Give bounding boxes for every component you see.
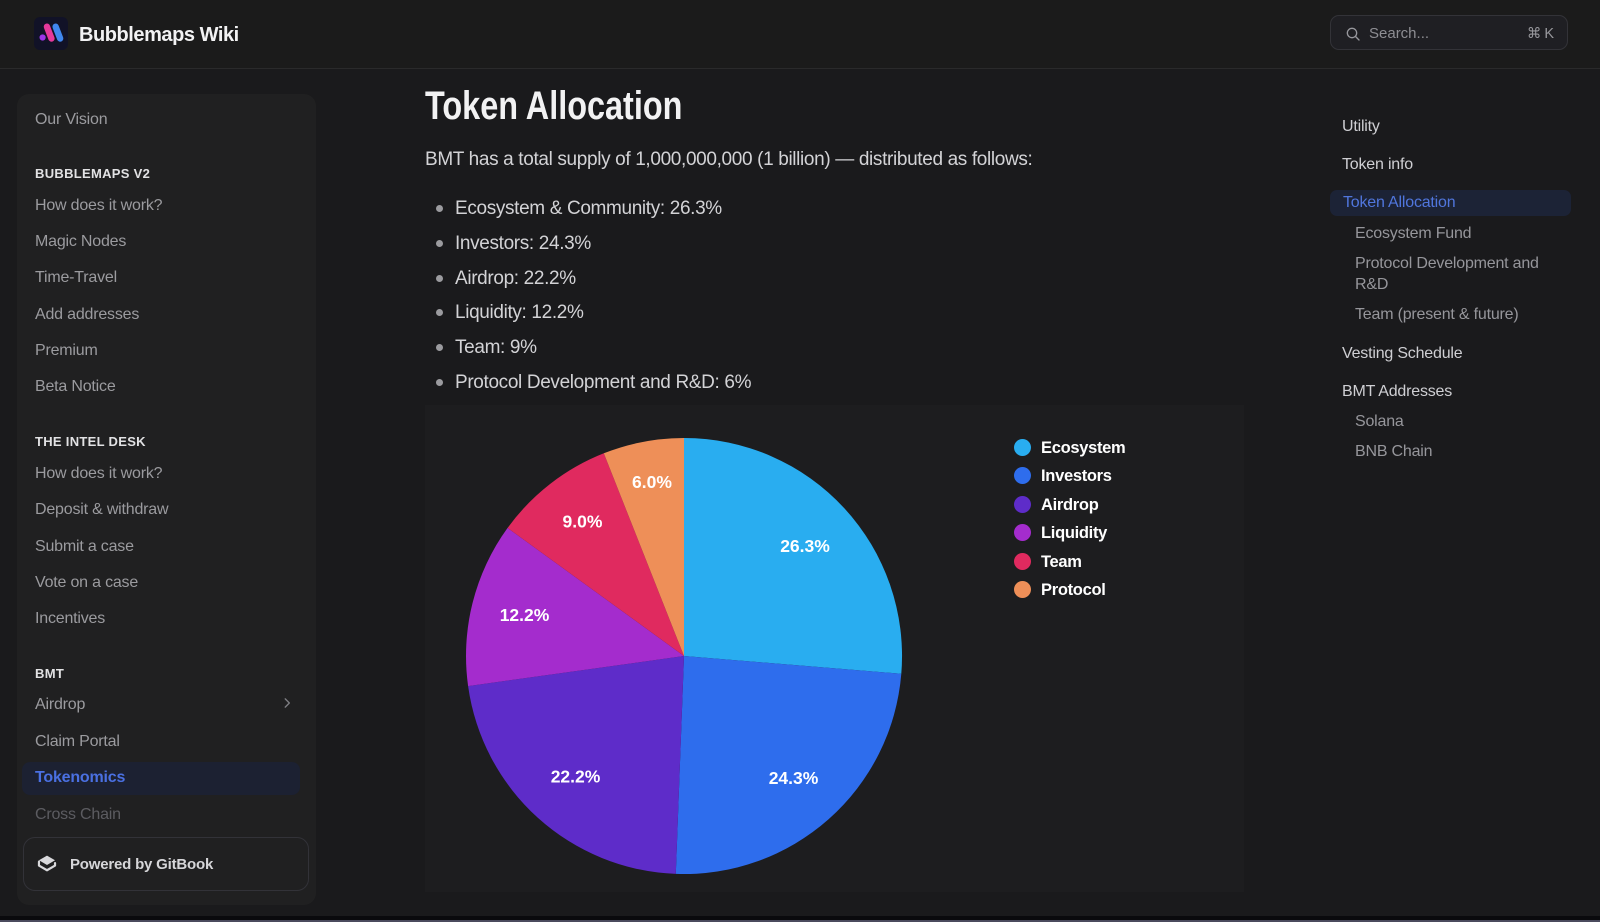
svg-text:12.2%: 12.2% [500,605,550,625]
svg-text:22.2%: 22.2% [551,767,601,787]
svg-text:9.0%: 9.0% [563,512,603,532]
svg-text:6.0%: 6.0% [632,472,672,492]
svg-text:26.3%: 26.3% [780,536,830,556]
svg-text:24.3%: 24.3% [769,768,819,788]
